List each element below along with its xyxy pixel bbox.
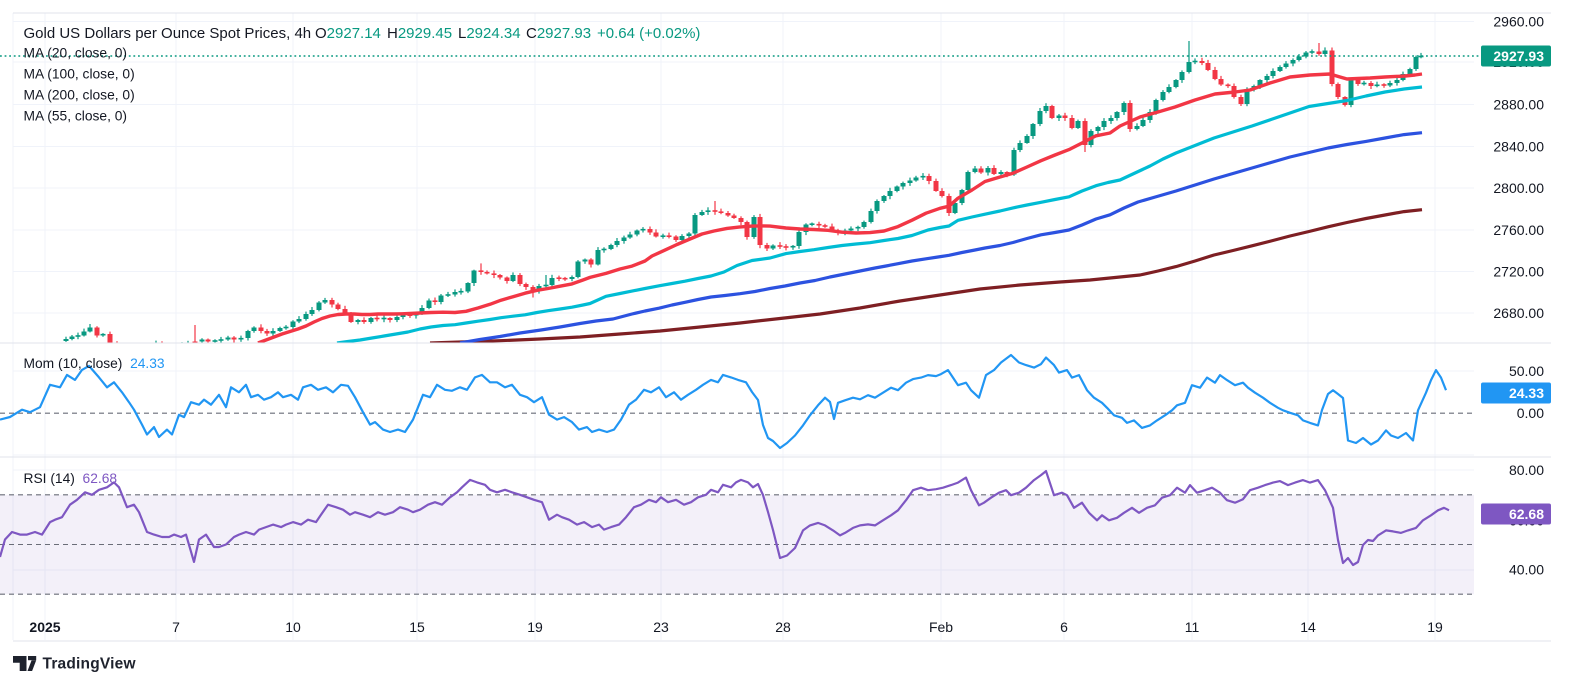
svg-text:14: 14 [1300,619,1316,635]
svg-text:28: 28 [775,619,791,635]
svg-text:Feb: Feb [929,619,953,635]
svg-text:H2929.45: H2929.45 [387,25,452,42]
svg-text:50.00: 50.00 [1509,363,1544,379]
svg-text:2927.93: 2927.93 [1493,48,1544,64]
svg-text:L2924.34: L2924.34 [458,25,521,42]
svg-text:O2927.14: O2927.14 [315,25,381,42]
svg-text:RSI (14) 62.68: RSI (14) 62.68 [24,471,118,486]
svg-text:2840.00: 2840.00 [1493,139,1544,155]
svg-text:11: 11 [1185,619,1200,635]
svg-text:80.00: 80.00 [1509,462,1544,478]
svg-text:19: 19 [527,619,543,635]
svg-text:2720.00: 2720.00 [1493,264,1544,280]
svg-text:2880.00: 2880.00 [1493,97,1544,113]
svg-text:2680.00: 2680.00 [1493,305,1544,321]
svg-text:2760.00: 2760.00 [1493,222,1544,238]
svg-text:MA (100, close, 0): MA (100, close, 0) [24,67,135,82]
svg-text:2960.00: 2960.00 [1493,14,1544,30]
svg-text:62.68: 62.68 [1509,506,1544,522]
svg-text:10: 10 [285,619,301,635]
svg-text:MA (200, close, 0): MA (200, close, 0) [24,88,135,103]
svg-text:23: 23 [653,619,669,635]
svg-text:2025: 2025 [29,619,60,635]
svg-text:MA (55, close, 0): MA (55, close, 0) [24,109,128,124]
svg-text:19: 19 [1427,619,1443,635]
svg-text:C2927.93: C2927.93 [526,25,591,42]
svg-text:24.33: 24.33 [1509,385,1544,401]
svg-text:6: 6 [1060,619,1068,635]
svg-text:7: 7 [172,619,180,635]
svg-text:+0.64 (+0.02%): +0.64 (+0.02%) [597,25,700,42]
svg-text:40.00: 40.00 [1509,562,1544,578]
svg-text:0.00: 0.00 [1517,405,1544,421]
svg-text:Mom (10, close) 24.33: Mom (10, close) 24.33 [24,356,165,371]
svg-text:Gold US Dollars per Ounce Spot: Gold US Dollars per Ounce Spot Prices, 4… [24,25,312,42]
svg-text:15: 15 [409,619,425,635]
svg-text:TradingView: TradingView [43,656,137,673]
svg-text:MA (20, close, 0): MA (20, close, 0) [24,46,128,61]
svg-text:2800.00: 2800.00 [1493,180,1544,196]
